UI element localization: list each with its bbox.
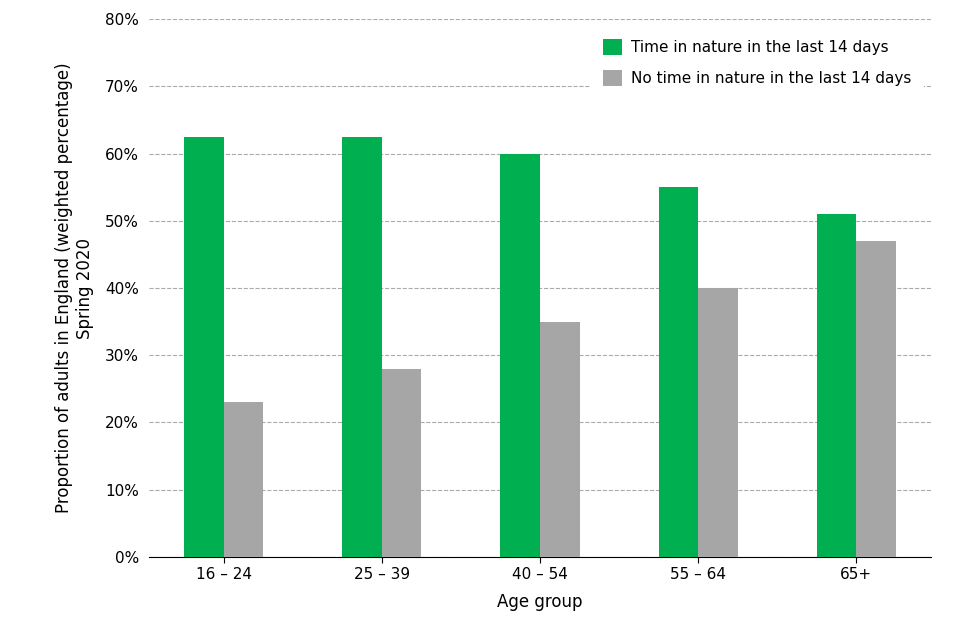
Legend: Time in nature in the last 14 days, No time in nature in the last 14 days: Time in nature in the last 14 days, No t…: [591, 27, 924, 99]
Bar: [698, 288, 737, 557]
Bar: [382, 369, 421, 557]
X-axis label: Age group: Age group: [497, 593, 583, 611]
Bar: [184, 137, 224, 557]
Bar: [500, 154, 540, 557]
Y-axis label: Proportion of adults in England (weighted percentage)
Spring 2020: Proportion of adults in England (weighte…: [55, 63, 94, 513]
Bar: [817, 214, 856, 557]
Bar: [343, 137, 382, 557]
Bar: [540, 322, 580, 557]
Bar: [224, 403, 263, 557]
Bar: [659, 187, 698, 557]
Bar: [856, 241, 896, 557]
